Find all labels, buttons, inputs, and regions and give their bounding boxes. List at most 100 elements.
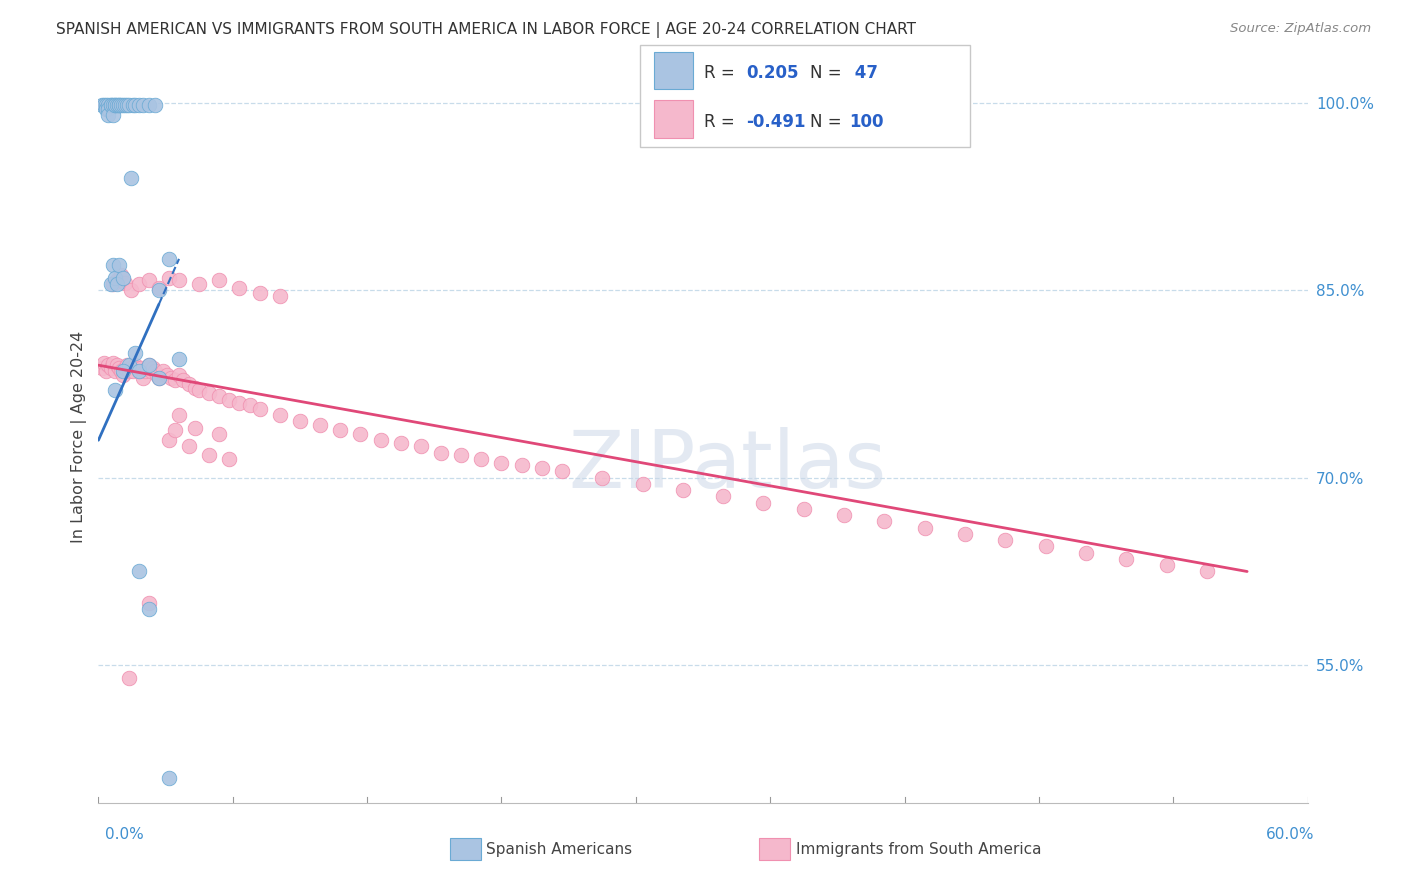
Point <box>121 364 143 378</box>
Point <box>101 98 124 112</box>
Point <box>1115 552 1137 566</box>
Point <box>172 373 194 387</box>
Point <box>198 448 221 462</box>
Point <box>111 98 134 112</box>
Point <box>288 414 311 428</box>
Point <box>269 289 291 303</box>
Point <box>105 358 128 372</box>
Point <box>430 446 453 460</box>
Point <box>118 358 141 372</box>
Point <box>138 273 160 287</box>
Point <box>239 398 262 412</box>
Point <box>138 596 160 610</box>
Point <box>105 277 128 291</box>
Point <box>128 98 150 112</box>
Point <box>91 360 114 375</box>
Point <box>832 508 855 523</box>
Point <box>114 360 136 375</box>
Point <box>389 435 412 450</box>
Point <box>110 98 132 112</box>
Point <box>631 477 654 491</box>
Point <box>115 358 138 372</box>
Point <box>118 671 141 685</box>
Point <box>152 364 174 378</box>
Point <box>143 98 166 112</box>
Point <box>148 283 170 297</box>
Point <box>208 273 231 287</box>
Point <box>208 389 231 403</box>
Point <box>370 434 392 448</box>
Point <box>138 358 160 372</box>
Point <box>111 368 134 383</box>
Point <box>409 440 432 454</box>
Point <box>591 471 613 485</box>
Point <box>128 565 150 579</box>
Point <box>470 452 492 467</box>
Text: 100: 100 <box>849 112 884 130</box>
Point <box>97 102 120 116</box>
Point <box>143 364 166 378</box>
Point <box>129 360 152 375</box>
Point <box>100 277 122 291</box>
Point <box>179 440 201 454</box>
Point <box>96 98 118 112</box>
Point <box>103 270 125 285</box>
Point <box>103 383 125 397</box>
Point <box>97 358 120 372</box>
Point <box>349 426 371 441</box>
Point <box>1035 540 1057 554</box>
Point <box>309 418 332 433</box>
Point <box>148 370 170 384</box>
Point <box>101 356 124 370</box>
Point <box>114 98 136 112</box>
Point <box>138 602 160 616</box>
Point <box>103 98 125 112</box>
Point <box>510 458 533 473</box>
Point <box>249 285 271 300</box>
Point <box>96 364 118 378</box>
Point <box>139 364 162 378</box>
Point <box>163 373 186 387</box>
Point <box>163 423 186 437</box>
Point <box>218 393 240 408</box>
Text: 0.0%: 0.0% <box>105 827 145 841</box>
Point <box>100 360 122 375</box>
Point <box>228 395 250 409</box>
Point <box>167 368 190 383</box>
Text: 0.205: 0.205 <box>747 64 799 82</box>
Point <box>146 368 169 383</box>
Point <box>121 98 143 112</box>
Point <box>1074 546 1097 560</box>
Point <box>110 268 132 282</box>
Point <box>160 370 183 384</box>
Text: Immigrants from South America: Immigrants from South America <box>796 842 1042 856</box>
Point <box>148 370 170 384</box>
Point <box>752 496 775 510</box>
Point <box>101 258 124 272</box>
Point <box>148 280 170 294</box>
Text: ZIPatlas: ZIPatlas <box>568 427 886 506</box>
Text: N =: N = <box>810 64 846 82</box>
Point <box>711 490 734 504</box>
Point <box>450 448 472 462</box>
Point <box>114 276 136 290</box>
Point <box>208 426 231 441</box>
Point <box>138 358 160 372</box>
Point <box>672 483 695 498</box>
Y-axis label: In Labor Force | Age 20-24: In Labor Force | Age 20-24 <box>72 331 87 543</box>
Point <box>120 283 142 297</box>
Point <box>188 383 211 397</box>
Point <box>269 408 291 422</box>
Point <box>103 98 125 112</box>
Point <box>135 360 157 375</box>
Point <box>111 364 134 378</box>
Point <box>96 102 118 116</box>
Point <box>157 771 180 785</box>
Text: R =: R = <box>704 112 741 130</box>
Text: 60.0%: 60.0% <box>1267 827 1315 841</box>
Text: Source: ZipAtlas.com: Source: ZipAtlas.com <box>1230 22 1371 36</box>
Point <box>1156 558 1178 573</box>
Point <box>115 98 138 112</box>
Point <box>128 364 150 378</box>
Point <box>167 351 190 366</box>
